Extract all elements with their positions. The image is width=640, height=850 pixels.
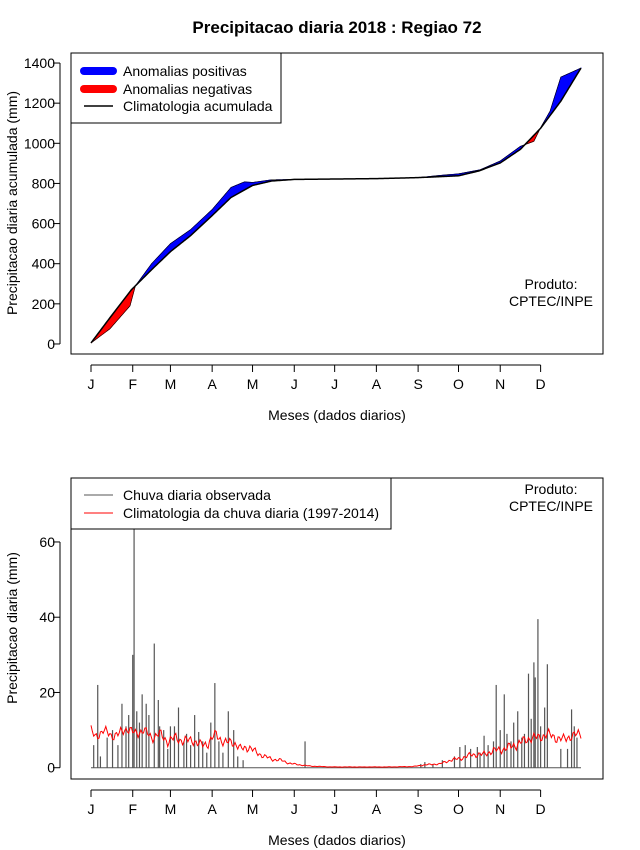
legend: Chuva diaria observada Climatologia da c… (70, 477, 392, 530)
plot-frame (70, 52, 604, 355)
x-tick-label: F (128, 376, 137, 392)
climatology-cumulative-line (90, 67, 582, 344)
x-tick-label: N (495, 801, 505, 817)
x-axis-label: Meses (dados diarios) (268, 407, 406, 423)
legend-box (70, 477, 392, 530)
product-source: CPTEC/INPE (509, 293, 593, 309)
x-tick-label: A (207, 376, 217, 392)
y-tick-label: 200 (32, 296, 56, 312)
x-tick-label: M (165, 801, 177, 817)
x-tick-label: J (331, 801, 338, 817)
daily-chart: 0 20 40 60 J F M A M J J A S O N D Precipitacao diaria… (4, 477, 604, 848)
legend-observed-label: Chuva diaria observada (123, 487, 271, 503)
x-tick-label: D (536, 376, 546, 392)
observed-daily-bars (91, 526, 581, 769)
y-tick-label: 1400 (24, 55, 55, 71)
y-tick-label: 60 (39, 534, 55, 550)
x-tick-label: J (291, 801, 298, 817)
y-axis: 0 20 40 60 (39, 534, 61, 776)
cumulative-chart: 0 200 400 600 800 1000 1200 1400 J F M A M J J A S O N D P… (4, 52, 604, 423)
y-tick-label: 20 (39, 684, 55, 700)
climatology-daily-line (90, 724, 582, 768)
y-tick-label: 1000 (24, 135, 55, 151)
x-tick-label: S (413, 801, 422, 817)
x-tick-label: A (207, 801, 217, 817)
y-tick-label: 0 (47, 336, 55, 352)
y-tick-label: 800 (32, 175, 56, 191)
y-tick-label: 40 (39, 609, 55, 625)
x-tick-label: D (536, 801, 546, 817)
y-axis: 0 200 400 600 800 1000 1200 1400 (24, 55, 61, 352)
x-tick-label: J (88, 376, 95, 392)
y-tick-label: 400 (32, 256, 56, 272)
product-source: CPTEC/INPE (509, 498, 593, 514)
x-tick-label: O (453, 376, 464, 392)
legend-negative-label: Anomalias negativas (123, 81, 252, 97)
y-tick-label: 600 (32, 216, 56, 232)
legend-climatology-label: Climatologia acumulada (123, 98, 273, 114)
x-tick-label: M (247, 376, 259, 392)
x-tick-label: O (453, 801, 464, 817)
x-tick-label: J (88, 801, 95, 817)
x-tick-label: J (331, 376, 338, 392)
x-tick-label: M (247, 801, 259, 817)
y-tick-label: 1200 (24, 95, 55, 111)
y-tick-label: 0 (47, 760, 55, 776)
chart-title: Precipitacao diaria 2018 : Regiao 72 (192, 18, 481, 37)
x-tick-label: M (165, 376, 177, 392)
product-label: Produto: (525, 276, 578, 292)
x-tick-label: A (372, 376, 382, 392)
x-axis-label: Meses (dados diarios) (268, 832, 406, 848)
y-axis-label: Precipitacao diaria acumulada (mm) (4, 91, 20, 315)
legend-climatology-label: Climatologia da chuva diaria (1997-2014) (123, 505, 379, 521)
x-tick-label: J (291, 376, 298, 392)
x-tick-label: N (495, 376, 505, 392)
legend-positive-label: Anomalias positivas (123, 63, 247, 79)
x-tick-label: F (128, 801, 137, 817)
legend: Anomalias positivas Anomalias negativas … (70, 52, 282, 124)
x-tick-label: S (413, 376, 422, 392)
y-axis-label: Precipitacao diaria (mm) (4, 552, 20, 704)
product-label: Produto: (525, 481, 578, 497)
x-tick-label: A (372, 801, 382, 817)
